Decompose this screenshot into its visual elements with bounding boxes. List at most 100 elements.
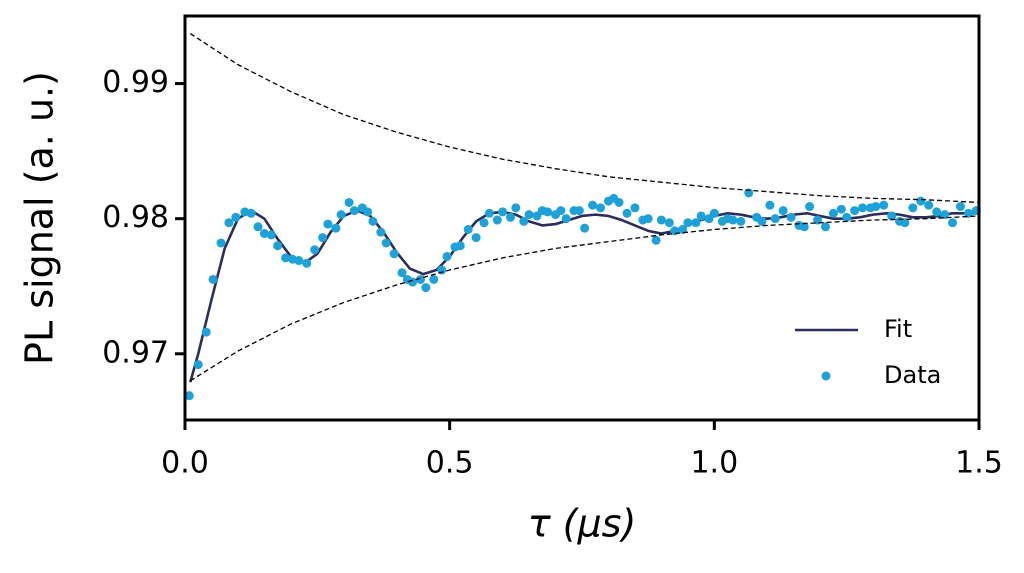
- data-point: [302, 258, 312, 268]
- data-point: [397, 268, 407, 278]
- x-axis-label: τ (μs): [528, 502, 637, 546]
- data-point: [842, 212, 852, 222]
- data-point: [630, 203, 640, 213]
- data-point: [900, 218, 910, 228]
- data-point: [963, 208, 973, 218]
- data-point: [216, 238, 226, 248]
- data-point: [728, 215, 738, 225]
- data-point: [757, 216, 767, 226]
- data-point: [744, 188, 754, 198]
- data-point: [916, 196, 926, 206]
- data-point: [664, 218, 674, 228]
- data-point: [281, 253, 291, 263]
- data-point: [596, 203, 606, 213]
- data-point: [820, 222, 830, 232]
- data-point: [524, 210, 534, 220]
- data-point: [805, 202, 815, 212]
- data-point: [331, 223, 341, 233]
- data-point: [955, 202, 965, 212]
- data-point: [363, 207, 373, 217]
- data-point: [580, 223, 590, 233]
- data-point: [224, 218, 234, 228]
- data-point: [778, 206, 788, 216]
- data-point: [381, 238, 391, 248]
- envelope-line: [189, 215, 980, 382]
- data-point: [368, 216, 378, 226]
- data-point: [201, 327, 211, 337]
- x-tick-label: 1.5: [955, 446, 1003, 481]
- data-point: [651, 235, 661, 245]
- x-tick-label: 1.0: [690, 446, 738, 481]
- data-point: [736, 216, 746, 226]
- data-point: [622, 208, 632, 218]
- data-point: [349, 206, 359, 216]
- y-tick-label: 0.97: [102, 335, 169, 370]
- data-point: [253, 222, 263, 232]
- data-point: [455, 241, 465, 251]
- data-point: [683, 218, 693, 228]
- data-point: [336, 210, 346, 220]
- data-point: [193, 360, 203, 370]
- data-point: [858, 203, 868, 213]
- data-point: [492, 215, 502, 225]
- data-point: [850, 206, 860, 216]
- data-point: [828, 208, 838, 218]
- data-point: [879, 200, 889, 210]
- data-point: [924, 200, 934, 210]
- data-point: [543, 207, 553, 217]
- data-point: [656, 215, 666, 225]
- legend-label: Data: [884, 361, 941, 389]
- data-point: [709, 208, 719, 218]
- data-point: [940, 210, 950, 220]
- data-point: [696, 211, 706, 221]
- data-point: [389, 249, 399, 259]
- x-tick-label: 0.5: [426, 446, 474, 481]
- data-point: [421, 283, 431, 293]
- fit-line: [189, 209, 979, 383]
- data-point: [231, 212, 241, 222]
- data-point: [561, 214, 571, 224]
- data-point: [208, 274, 218, 284]
- data-point: [310, 245, 320, 255]
- legend-label: Fit: [884, 315, 912, 343]
- data-point: [770, 214, 780, 224]
- data-point: [574, 206, 584, 216]
- data-point: [643, 214, 653, 224]
- data-point: [416, 274, 426, 284]
- data-point: [323, 219, 333, 229]
- data-point: [479, 218, 489, 228]
- data-point: [765, 200, 775, 210]
- data-point: [408, 277, 418, 287]
- data-point: [429, 274, 439, 284]
- data-point: [184, 391, 194, 401]
- data-point: [344, 197, 354, 207]
- data-point: [588, 200, 598, 210]
- data-point: [506, 212, 516, 222]
- data-point: [691, 218, 701, 228]
- data-point: [511, 203, 521, 213]
- data-point: [678, 224, 688, 234]
- envelope-line: [189, 33, 980, 204]
- data-point: [887, 211, 897, 221]
- data-point: [266, 230, 276, 240]
- data-point: [908, 203, 918, 213]
- data-point: [519, 216, 529, 226]
- legend-marker: [821, 371, 831, 381]
- data-point: [246, 208, 256, 218]
- data-point: [614, 197, 624, 207]
- data-point: [273, 241, 283, 251]
- data-point: [871, 202, 881, 212]
- x-tick-label: 0.0: [161, 446, 209, 481]
- data-point: [437, 265, 447, 275]
- data-point: [836, 204, 846, 214]
- y-tick-label: 0.98: [102, 200, 169, 235]
- data-point: [932, 207, 942, 217]
- data-point: [498, 207, 508, 217]
- data-point: [442, 252, 452, 262]
- data-point: [376, 227, 386, 237]
- data-point: [318, 233, 328, 243]
- data-point: [484, 208, 494, 218]
- data-point: [463, 224, 473, 234]
- y-tick-label: 0.99: [102, 65, 169, 100]
